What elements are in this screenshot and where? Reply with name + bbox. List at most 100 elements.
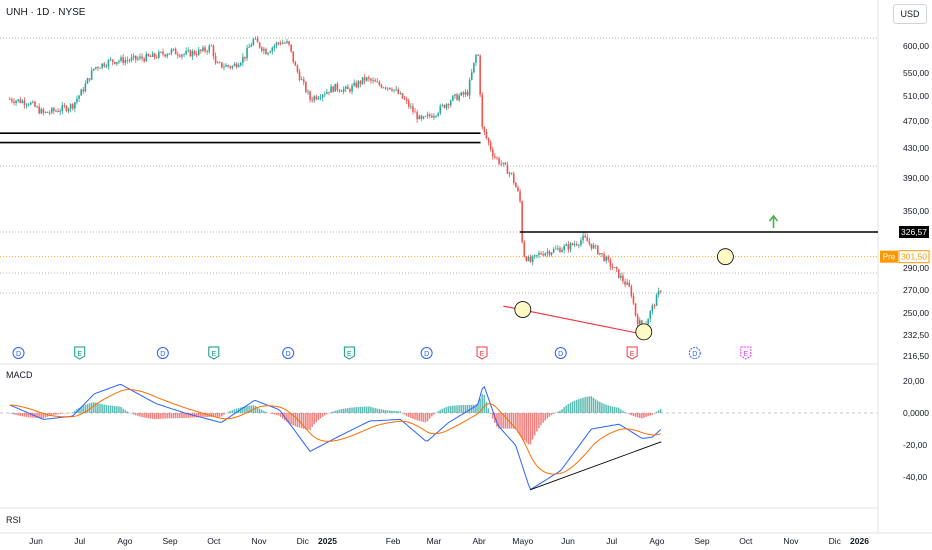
candle[interactable] bbox=[19, 96, 22, 104]
candle[interactable] bbox=[11, 97, 13, 104]
candle[interactable] bbox=[487, 137, 490, 146]
candle[interactable] bbox=[23, 97, 26, 109]
candle[interactable] bbox=[428, 112, 431, 119]
candle[interactable] bbox=[342, 86, 345, 95]
candle[interactable] bbox=[653, 303, 656, 309]
candle[interactable] bbox=[151, 51, 154, 58]
candle[interactable] bbox=[508, 171, 511, 178]
candle[interactable] bbox=[212, 44, 215, 60]
candle[interactable] bbox=[55, 109, 57, 113]
candle[interactable] bbox=[460, 91, 463, 97]
candle[interactable] bbox=[120, 55, 122, 63]
candle[interactable] bbox=[485, 128, 488, 140]
candle[interactable] bbox=[8, 97, 11, 100]
candle[interactable] bbox=[269, 50, 271, 54]
earnings-event[interactable]: E bbox=[208, 346, 220, 360]
candle[interactable] bbox=[468, 77, 471, 100]
candle[interactable] bbox=[101, 63, 103, 70]
candle[interactable] bbox=[164, 53, 166, 59]
price-axis[interactable]: 600,00 550,00 510,00 470,00 430,00 390,00 350,… bbox=[880, 41, 930, 482]
candle[interactable] bbox=[357, 79, 360, 89]
candle[interactable] bbox=[344, 85, 347, 93]
candle[interactable] bbox=[611, 263, 614, 270]
candle[interactable] bbox=[372, 77, 374, 84]
candle[interactable] bbox=[565, 242, 568, 247]
candle[interactable] bbox=[510, 172, 513, 175]
candle[interactable] bbox=[452, 94, 454, 102]
candle[interactable] bbox=[407, 98, 410, 109]
candle[interactable] bbox=[277, 41, 280, 46]
candle[interactable] bbox=[613, 267, 616, 268]
candle[interactable] bbox=[426, 111, 429, 119]
candle[interactable] bbox=[111, 59, 114, 66]
candle[interactable] bbox=[439, 103, 442, 116]
candle[interactable] bbox=[368, 75, 370, 82]
candle[interactable] bbox=[197, 47, 200, 56]
candle[interactable] bbox=[97, 65, 99, 71]
candle[interactable] bbox=[78, 95, 80, 102]
pre-market-tag[interactable]: Pre 301,50 bbox=[880, 250, 930, 264]
candle[interactable] bbox=[416, 109, 418, 123]
candle[interactable] bbox=[525, 255, 528, 262]
candle[interactable] bbox=[162, 48, 164, 57]
candle[interactable] bbox=[380, 83, 383, 89]
candle[interactable] bbox=[479, 54, 481, 98]
candle[interactable] bbox=[172, 48, 175, 52]
candle[interactable] bbox=[206, 49, 208, 55]
candle[interactable] bbox=[582, 232, 584, 244]
candle[interactable] bbox=[128, 58, 131, 63]
candle[interactable] bbox=[447, 103, 450, 109]
candle[interactable] bbox=[44, 111, 47, 114]
candle[interactable] bbox=[193, 49, 196, 56]
candle[interactable] bbox=[189, 49, 192, 57]
candle[interactable] bbox=[187, 47, 190, 53]
candle[interactable] bbox=[630, 284, 633, 299]
earnings-event[interactable]: E bbox=[740, 346, 752, 360]
candle[interactable] bbox=[573, 240, 576, 248]
candle[interactable] bbox=[202, 45, 204, 53]
candle[interactable] bbox=[363, 74, 366, 85]
symbol-title[interactable]: UNH · 1D · NYSE bbox=[6, 7, 86, 18]
candle[interactable] bbox=[533, 254, 536, 259]
candle[interactable] bbox=[651, 303, 654, 315]
candle[interactable] bbox=[580, 237, 582, 248]
earnings-event[interactable]: E bbox=[626, 346, 638, 360]
candle[interactable] bbox=[412, 103, 414, 115]
candle[interactable] bbox=[483, 126, 486, 135]
candle[interactable] bbox=[395, 86, 397, 92]
candle[interactable] bbox=[208, 43, 211, 54]
candle[interactable] bbox=[237, 62, 240, 68]
candle[interactable] bbox=[254, 36, 257, 40]
candle[interactable] bbox=[132, 53, 135, 61]
candle[interactable] bbox=[82, 86, 85, 95]
candle[interactable] bbox=[59, 108, 61, 116]
candle[interactable] bbox=[496, 156, 498, 160]
candle[interactable] bbox=[441, 103, 444, 107]
candle[interactable] bbox=[557, 245, 559, 251]
candle[interactable] bbox=[512, 171, 515, 185]
candle[interactable] bbox=[454, 93, 456, 99]
candle[interactable] bbox=[179, 53, 181, 58]
currency-button[interactable]: USD bbox=[893, 4, 927, 24]
candle[interactable] bbox=[284, 41, 286, 44]
candle[interactable] bbox=[437, 112, 439, 118]
candle[interactable] bbox=[233, 62, 236, 67]
price-candles[interactable] bbox=[8, 36, 662, 334]
candle[interactable] bbox=[67, 107, 70, 114]
candle[interactable] bbox=[34, 100, 36, 108]
candle[interactable] bbox=[517, 185, 519, 193]
candle[interactable] bbox=[296, 64, 299, 74]
candle[interactable] bbox=[422, 116, 425, 120]
highlight-circle-1[interactable] bbox=[514, 301, 532, 318]
candle[interactable] bbox=[435, 114, 437, 119]
candle[interactable] bbox=[29, 101, 32, 106]
dividend-event[interactable]: D bbox=[156, 347, 169, 359]
candle[interactable] bbox=[134, 55, 137, 64]
candle[interactable] bbox=[599, 252, 601, 256]
candle[interactable] bbox=[586, 233, 589, 242]
candle[interactable] bbox=[544, 252, 547, 257]
candle[interactable] bbox=[540, 251, 542, 255]
candle[interactable] bbox=[92, 68, 95, 72]
candle[interactable] bbox=[571, 242, 574, 246]
